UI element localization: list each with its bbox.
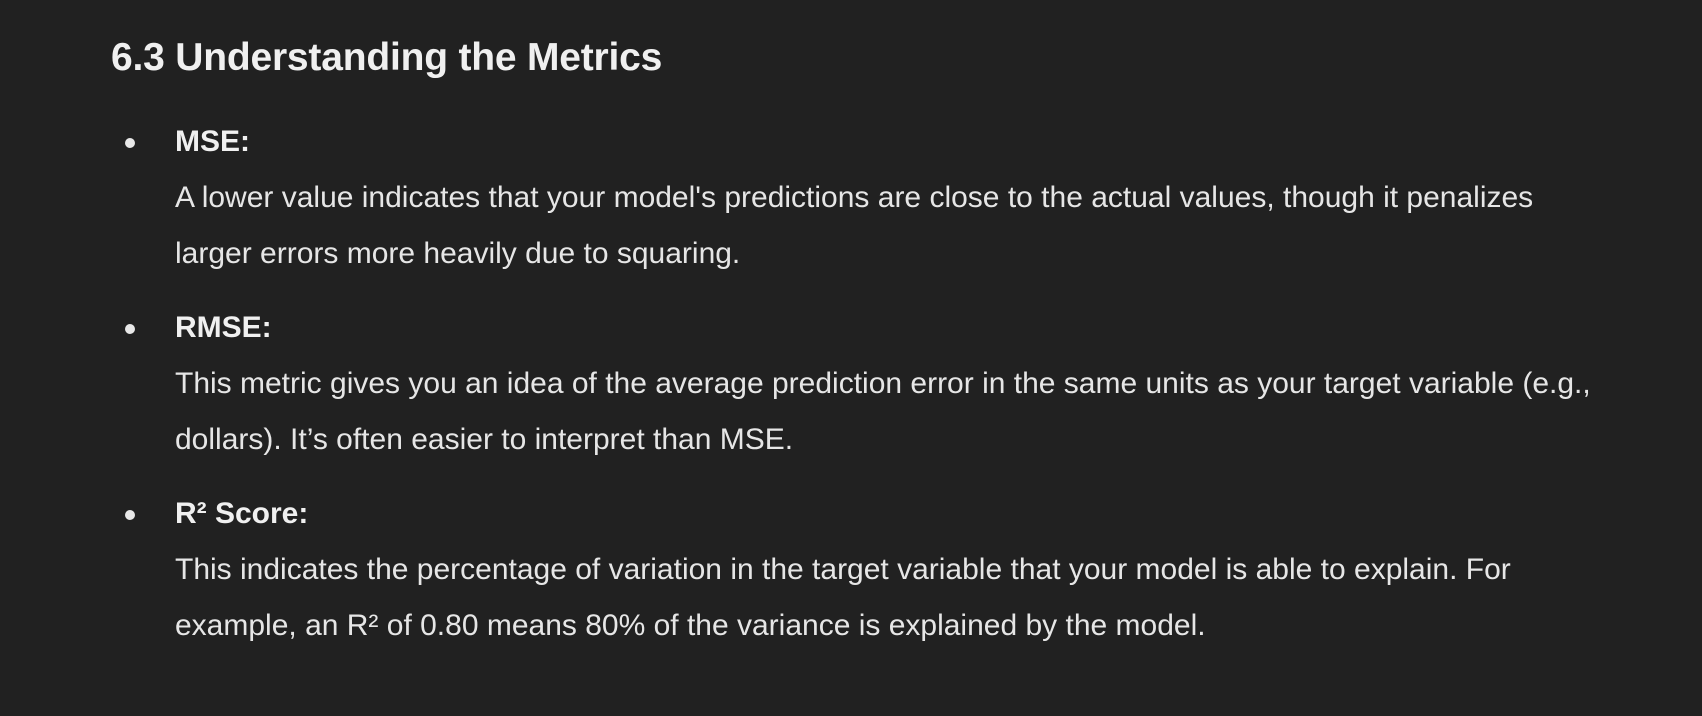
metric-description: This indicates the percentage of variati…	[175, 553, 1511, 642]
metric-term: MSE:	[175, 125, 250, 158]
metric-description: A lower value indicates that your model'…	[175, 181, 1534, 270]
metric-term: RMSE:	[175, 311, 272, 344]
bullet-icon	[125, 510, 135, 520]
metric-description: This metric gives you an idea of the ave…	[175, 367, 1591, 456]
metrics-list: MSE: A lower value indicates that your m…	[111, 114, 1631, 654]
metric-item-rmse: RMSE: This metric gives you an idea of t…	[111, 300, 1631, 468]
bullet-icon	[125, 324, 135, 334]
section-heading: 6.3 Understanding the Metrics	[111, 36, 663, 79]
metric-item-mse: MSE: A lower value indicates that your m…	[111, 114, 1631, 282]
metric-item-r2-score: R² Score: This indicates the percentage …	[111, 486, 1631, 654]
document-content: 6.3 Understanding the Metrics MSE: A low…	[111, 28, 1631, 642]
bullet-icon	[125, 138, 135, 148]
metric-term: R² Score:	[175, 497, 309, 530]
